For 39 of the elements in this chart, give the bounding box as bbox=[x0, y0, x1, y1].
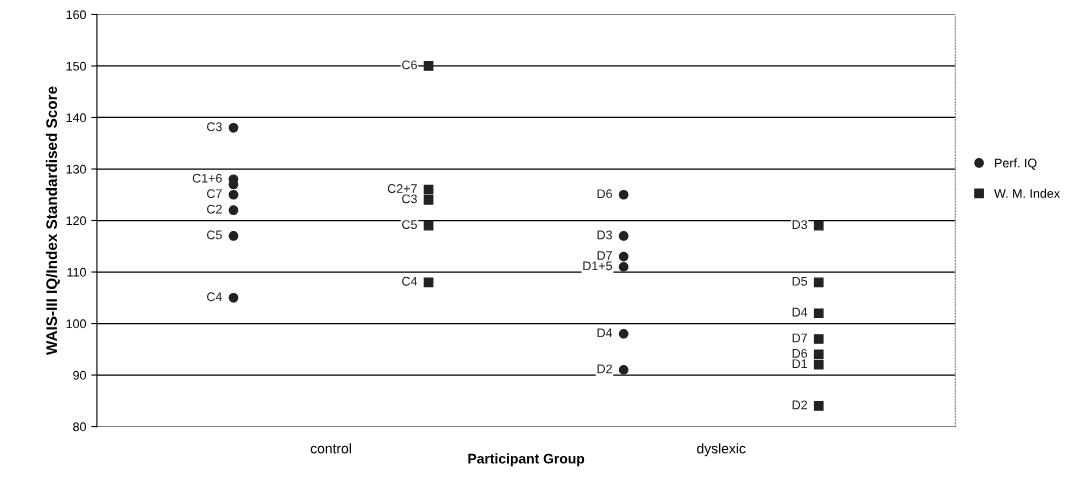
legend-label: W. M. Index bbox=[994, 188, 1060, 198]
data-label: C3 bbox=[402, 194, 417, 204]
data-label: C4 bbox=[402, 276, 418, 286]
data-label: C5 bbox=[402, 220, 417, 230]
data-label: D7 bbox=[597, 251, 612, 260]
data-label: C5 bbox=[207, 230, 222, 240]
data-label: D3 bbox=[597, 230, 612, 240]
y-tick-label: 90 bbox=[73, 370, 87, 380]
data-label: D2 bbox=[597, 364, 612, 374]
data-label: D3 bbox=[792, 220, 808, 230]
data-label: D1 bbox=[792, 359, 808, 368]
data-label: C1+6 bbox=[192, 173, 222, 183]
data-label: D4 bbox=[792, 307, 808, 317]
y-tick-label: 130 bbox=[66, 164, 87, 174]
x-axis-title: Participant Group bbox=[468, 453, 585, 467]
y-tick-label: 140 bbox=[66, 113, 87, 123]
data-label: D5 bbox=[792, 276, 808, 286]
legend-label: Perf. IQ bbox=[995, 158, 1037, 170]
x-tick-label: dyslexic bbox=[697, 443, 746, 457]
y-tick-label: 100 bbox=[66, 319, 87, 329]
data-label: C7 bbox=[207, 189, 222, 199]
data-label: D6 bbox=[792, 348, 808, 358]
y-tick-label: 80 bbox=[73, 422, 87, 432]
data-label: C4 bbox=[207, 292, 222, 302]
data-label: C3 bbox=[207, 122, 222, 132]
y-tick-label: 150 bbox=[66, 61, 87, 71]
y-tick-label: 160 bbox=[66, 10, 87, 20]
data-label: D1+5 bbox=[583, 261, 613, 271]
y-tick-label: 120 bbox=[66, 216, 87, 226]
y-tick-label: 110 bbox=[67, 267, 87, 277]
data-label: D4 bbox=[597, 328, 613, 338]
data-label: C6 bbox=[402, 60, 417, 70]
x-tick-label: control bbox=[310, 443, 351, 454]
data-label: D7 bbox=[792, 333, 807, 343]
data-label: D6 bbox=[597, 189, 612, 199]
data-label: C2 bbox=[207, 204, 222, 214]
y-axis-title: WAIS-III IQ/Index Standardised Score bbox=[45, 86, 60, 356]
data-label: C2+7 bbox=[387, 184, 417, 193]
data-label: D2 bbox=[792, 400, 807, 410]
